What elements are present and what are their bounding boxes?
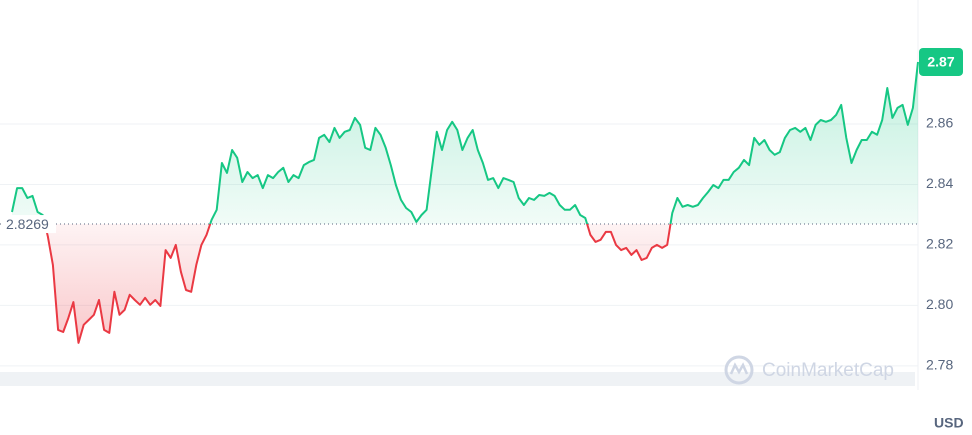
y-tick-label: 2.78	[926, 357, 953, 373]
baseline-label: 2.8269	[6, 216, 49, 232]
y-tick-label: 2.80	[926, 296, 953, 312]
price-line	[11, 61, 919, 344]
price-area	[12, 62, 918, 343]
y-tick-label: 2.86	[926, 115, 953, 131]
y-tick-label: 2.82	[926, 236, 953, 252]
watermark: CoinMarketCap	[724, 355, 894, 385]
baseline-label-bg	[2, 215, 56, 234]
currency-label: USD	[934, 415, 964, 431]
volume-band	[0, 372, 915, 386]
watermark-text: CoinMarketCap	[762, 360, 894, 381]
price-badge-label: 2.87	[927, 54, 954, 70]
y-tick-label: 2.84	[926, 175, 953, 191]
price-badge	[919, 47, 963, 76]
